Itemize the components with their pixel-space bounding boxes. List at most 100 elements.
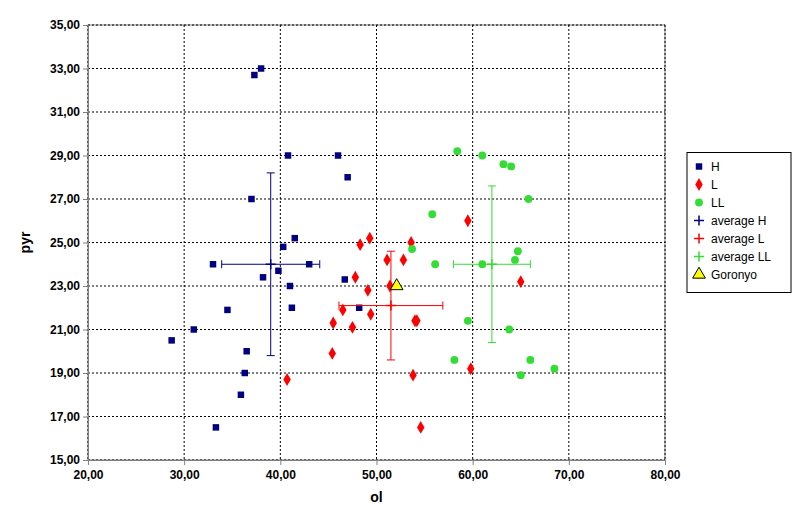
y-tick-mark (83, 25, 88, 26)
y-tick-mark (83, 330, 88, 331)
y-tick-label: 31,00 (50, 105, 80, 119)
y-tick-mark (83, 373, 88, 374)
legend-symbol (696, 163, 702, 169)
legend-label: average H (711, 214, 766, 228)
x-tick-mark (377, 460, 378, 465)
x-axis-title: ol (370, 489, 382, 505)
legend-label: average LL (711, 250, 771, 264)
point (210, 261, 216, 267)
point (287, 283, 293, 289)
point (352, 271, 359, 284)
y-tick-label: 23,00 (50, 279, 80, 293)
point (283, 373, 290, 386)
point (550, 365, 558, 373)
y-error-bar (387, 251, 395, 360)
error-bar-cap (488, 342, 496, 343)
x-tick-label: 30,00 (170, 468, 200, 482)
error-bar-cap (387, 251, 395, 252)
grid-line-y (88, 416, 665, 417)
point (507, 162, 515, 170)
y-tick-mark (83, 199, 88, 200)
x-tick-mark (184, 460, 185, 465)
x-tick: 30,00 (170, 460, 200, 482)
grid-line-y (88, 68, 665, 69)
error-bar-cap (442, 302, 443, 310)
legend-symbol (694, 216, 704, 226)
point (464, 214, 471, 227)
point (275, 268, 281, 274)
point (409, 369, 416, 382)
x-error-bar (339, 302, 443, 310)
y-tick-mark (83, 460, 88, 461)
point (335, 152, 341, 158)
x-tick-label: 40,00 (266, 468, 296, 482)
y-tick-label: 33,00 (50, 62, 80, 76)
x-tick: 40,00 (266, 460, 296, 482)
grid-line-y (88, 373, 665, 374)
x-tick-mark (473, 460, 474, 465)
y-tick: 31,00 (50, 105, 88, 119)
point (383, 253, 390, 266)
point (292, 235, 298, 241)
point (386, 301, 396, 311)
x-error-bar (222, 260, 320, 268)
x-tick-label: 70,00 (554, 468, 584, 482)
error-bar-cap (530, 260, 531, 268)
grid-line-y (88, 286, 665, 287)
grid-line-y (88, 329, 665, 330)
point (364, 284, 371, 297)
legend-symbol (695, 199, 703, 207)
chart: 20,0030,0040,0050,0060,0070,0080,0015,00… (0, 0, 800, 532)
point (251, 72, 257, 78)
y-tick: 27,00 (50, 192, 88, 206)
point (478, 152, 486, 160)
series (222, 173, 320, 356)
point (258, 65, 264, 71)
legend-label: Goronyo (711, 268, 757, 282)
legend-symbol (694, 234, 704, 244)
x-tick-mark (280, 460, 281, 465)
x-tick: 80,00 (650, 460, 680, 482)
y-tick: 33,00 (50, 62, 88, 76)
x-tick-label: 50,00 (362, 468, 392, 482)
grid-line-y (88, 199, 665, 200)
y-tick-label: 29,00 (50, 149, 80, 163)
y-tick: 15,00 (50, 453, 88, 467)
point (526, 356, 534, 364)
point (248, 196, 254, 202)
point (242, 370, 248, 376)
x-error-bar (453, 260, 530, 268)
series (390, 279, 403, 290)
point (213, 424, 219, 430)
point (191, 326, 197, 332)
y-tick-mark (83, 417, 88, 418)
point (428, 210, 436, 218)
x-axis: 20,0030,0040,0050,0060,0070,0080,00 (73, 460, 680, 482)
error-bar-cap (267, 172, 275, 173)
point (450, 356, 458, 364)
point (487, 259, 497, 269)
grid-line-y (88, 242, 665, 243)
marks (168, 65, 558, 434)
point (400, 253, 407, 266)
point (266, 259, 276, 269)
point (525, 195, 533, 203)
series (168, 65, 362, 430)
point (168, 337, 174, 343)
legend-symbol (695, 178, 702, 191)
point (467, 362, 474, 375)
y-tick-mark (83, 286, 88, 287)
y-axis: 15,0017,0019,0021,0023,0025,0027,0029,00… (50, 18, 89, 467)
point (366, 232, 373, 245)
point (329, 347, 336, 360)
error-bar-cap (387, 359, 395, 360)
legend-box (687, 153, 791, 293)
y-tick: 21,00 (50, 323, 88, 337)
point (280, 244, 286, 250)
point (243, 348, 249, 354)
series (339, 251, 443, 360)
y-tick: 17,00 (50, 410, 88, 424)
legend-label: H (711, 160, 720, 174)
error-bar-cap (267, 355, 275, 356)
x-tick-label: 80,00 (650, 468, 680, 482)
